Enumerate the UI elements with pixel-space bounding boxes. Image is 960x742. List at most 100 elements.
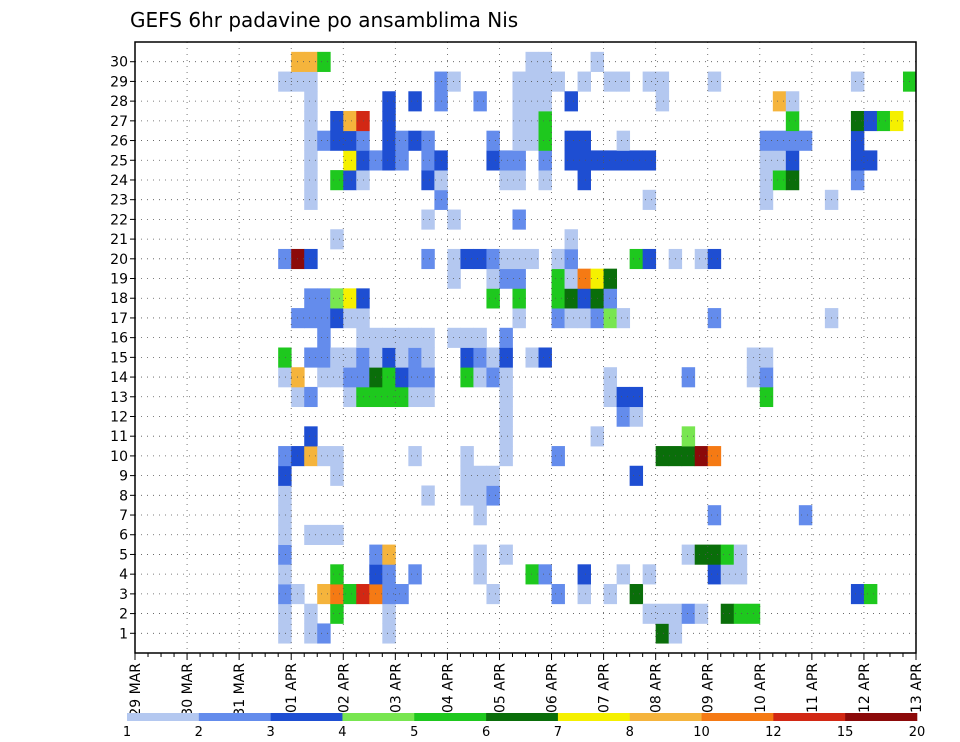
x-axis-ticks: 29 MAR 30 MAR 31 MAR 01 APR 02 APR 03 APR 04 A…	[128, 653, 925, 717]
heatmap-cell	[499, 367, 513, 388]
heatmap-cell	[603, 71, 618, 92]
heatmap-cell	[304, 426, 318, 447]
heatmap-cell	[473, 91, 487, 112]
heatmap-cell	[369, 386, 383, 408]
heatmap-cell	[356, 130, 370, 151]
heatmap-cell	[369, 327, 383, 348]
heatmap-cell	[408, 327, 422, 348]
heatmap-cell	[382, 386, 396, 408]
heatmap-cell	[603, 584, 618, 605]
heatmap-cell	[525, 564, 539, 585]
heatmap-cell	[408, 564, 422, 585]
colorbar-label: 7	[554, 725, 562, 740]
heatmap-cell	[330, 465, 344, 486]
x-tick-label: 02 APR	[336, 663, 352, 713]
heatmap-cell	[278, 524, 292, 545]
heatmap-cell	[369, 367, 383, 388]
heatmap-cell	[850, 170, 865, 191]
heatmap-cell	[278, 248, 292, 270]
colorbar-swatch	[845, 713, 918, 721]
heatmap-cell	[538, 150, 552, 171]
heatmap-cell	[629, 584, 644, 605]
heatmap-cell	[330, 564, 344, 585]
colorbar-label: 3	[266, 725, 274, 740]
heatmap-cell	[395, 327, 409, 348]
heatmap-cell	[304, 170, 318, 191]
heatmap-cell	[343, 347, 357, 368]
heatmap-cell	[538, 130, 552, 151]
heatmap-cell	[317, 130, 331, 151]
y-tick-label: 13	[110, 390, 128, 406]
heatmap-cell	[304, 189, 318, 210]
heatmap-cell	[564, 288, 578, 309]
heatmap-cell	[707, 446, 722, 467]
y-tick-label: 2	[119, 607, 128, 623]
heatmap-cell	[733, 544, 748, 565]
heatmap-cell	[421, 170, 435, 191]
heatmap-cell	[486, 465, 500, 486]
y-tick-label: 10	[110, 449, 128, 465]
heatmap-cell	[577, 288, 591, 309]
y-tick-label: 6	[119, 528, 128, 544]
heatmap-cell	[720, 544, 735, 565]
heatmap-cell	[278, 564, 292, 585]
heatmap-cell	[759, 189, 774, 210]
heatmap-cell	[408, 386, 422, 408]
heatmap-cell	[460, 446, 474, 467]
heatmap-cell	[603, 288, 618, 309]
heatmap-cell	[395, 386, 409, 408]
heatmap-cell	[486, 584, 500, 605]
heatmap-cell	[330, 110, 344, 132]
colorbar-label: 10	[693, 725, 710, 740]
colorbar-label: 8	[626, 725, 634, 740]
heatmap-cell	[304, 71, 318, 92]
heatmap-cell	[538, 564, 552, 585]
chart-title: GEFS 6hr padavine po ansamblima Nis	[130, 8, 518, 32]
heatmap-cell	[772, 130, 787, 151]
x-tick-label: 11 APR	[805, 663, 821, 713]
heatmap-cell	[330, 584, 344, 605]
x-tick-label: 10 APR	[753, 663, 769, 713]
heatmap-cell	[408, 347, 422, 368]
heatmap-cell	[785, 150, 800, 171]
heatmap-cell	[499, 426, 513, 447]
heatmap-cell	[499, 347, 513, 368]
heatmap-cell	[382, 623, 396, 644]
heatmap-cell	[759, 170, 774, 191]
heatmap-cell	[330, 288, 344, 309]
heatmap-cell	[577, 130, 591, 151]
heatmap-cell	[356, 367, 370, 388]
heatmap-cell	[629, 150, 644, 171]
heatmap-cell	[304, 248, 318, 270]
heatmap-cell	[642, 150, 657, 171]
colorbar-label: 15	[837, 725, 854, 740]
heatmap-cell	[681, 426, 696, 447]
heatmap-cell	[850, 150, 865, 171]
colorbar-swatch	[198, 713, 271, 721]
y-tick-label: 12	[110, 409, 128, 425]
heatmap-cell	[486, 150, 500, 171]
heatmap-cell	[421, 327, 435, 348]
heatmap-cell	[304, 110, 318, 132]
y-tick-label: 24	[110, 173, 128, 189]
y-tick-label: 3	[119, 587, 128, 603]
heatmap-cell	[421, 347, 435, 368]
heatmap-cell	[473, 248, 487, 270]
heatmap-cell	[421, 248, 435, 270]
heatmap-cell	[317, 623, 331, 644]
heatmap-cell	[759, 386, 774, 408]
colorbar-swatch	[270, 713, 343, 721]
heatmap-cell	[304, 347, 318, 368]
colorbar-label: 6	[482, 725, 490, 740]
heatmap-cell	[551, 71, 565, 92]
heatmap-cell	[681, 446, 696, 467]
heatmap-cell	[343, 130, 357, 151]
heatmap-cell	[395, 584, 409, 605]
heatmap-cell	[785, 110, 800, 132]
heatmap-cell	[863, 584, 878, 605]
heatmap-cell	[304, 603, 318, 624]
heatmap-cell	[551, 446, 565, 467]
heatmap-cell	[551, 248, 565, 270]
heatmap-cell	[499, 327, 513, 348]
x-tick-label: 30 MAR	[180, 663, 196, 717]
